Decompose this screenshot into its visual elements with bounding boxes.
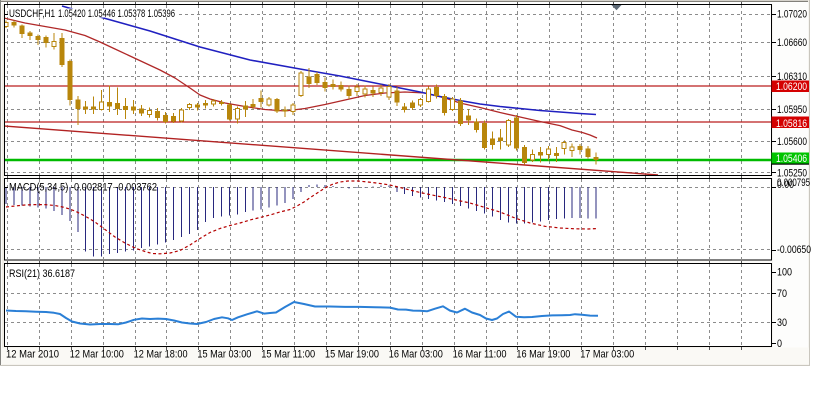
svg-text:12 Mar 18:00: 12 Mar 18:00	[134, 349, 188, 361]
svg-text:1.05950: 1.05950	[777, 104, 807, 116]
svg-text:1.06660: 1.06660	[777, 37, 807, 49]
svg-text:1.05406: 1.05406	[776, 153, 807, 165]
svg-text:70: 70	[777, 288, 787, 300]
svg-text:1.06200: 1.06200	[776, 81, 807, 93]
svg-text:USDCHF,H1: USDCHF,H1	[9, 8, 55, 20]
svg-text:16 Mar 19:00: 16 Mar 19:00	[516, 349, 570, 361]
svg-text:12 Mar 2010: 12 Mar 2010	[6, 349, 59, 361]
svg-text:100: 100	[777, 266, 792, 278]
svg-text:1.05420 1.05446 1.05378 1.0539: 1.05420 1.05446 1.05378 1.05396	[58, 8, 175, 20]
svg-text:1.05250: 1.05250	[777, 167, 807, 179]
svg-text:RSI(21) 36.6187: RSI(21) 36.6187	[9, 268, 75, 280]
svg-text:15 Mar 19:00: 15 Mar 19:00	[325, 349, 379, 361]
svg-text:0.000795: 0.000795	[777, 177, 810, 189]
svg-text:-0.00650: -0.00650	[777, 244, 811, 256]
svg-text:0: 0	[777, 338, 782, 350]
svg-text:1.06310: 1.06310	[777, 71, 807, 83]
svg-text:16 Mar 11:00: 16 Mar 11:00	[453, 349, 507, 361]
svg-text:1.05600: 1.05600	[777, 136, 807, 148]
svg-text:12 Mar 10:00: 12 Mar 10:00	[70, 349, 124, 361]
svg-text:1.07020: 1.07020	[777, 8, 807, 20]
svg-text:0.00: 0.00	[777, 179, 794, 191]
svg-text:15 Mar 03:00: 15 Mar 03:00	[197, 349, 251, 361]
svg-text:15 Mar 11:00: 15 Mar 11:00	[261, 349, 315, 361]
svg-text:MACD(5,34,5) -0.002817 -0.0037: MACD(5,34,5) -0.002817 -0.003762	[9, 182, 157, 194]
svg-text:17 Mar 03:00: 17 Mar 03:00	[580, 349, 634, 361]
svg-text:16 Mar 03:00: 16 Mar 03:00	[389, 349, 443, 361]
svg-text:30: 30	[777, 317, 787, 329]
svg-text:1.05816: 1.05816	[776, 118, 807, 130]
